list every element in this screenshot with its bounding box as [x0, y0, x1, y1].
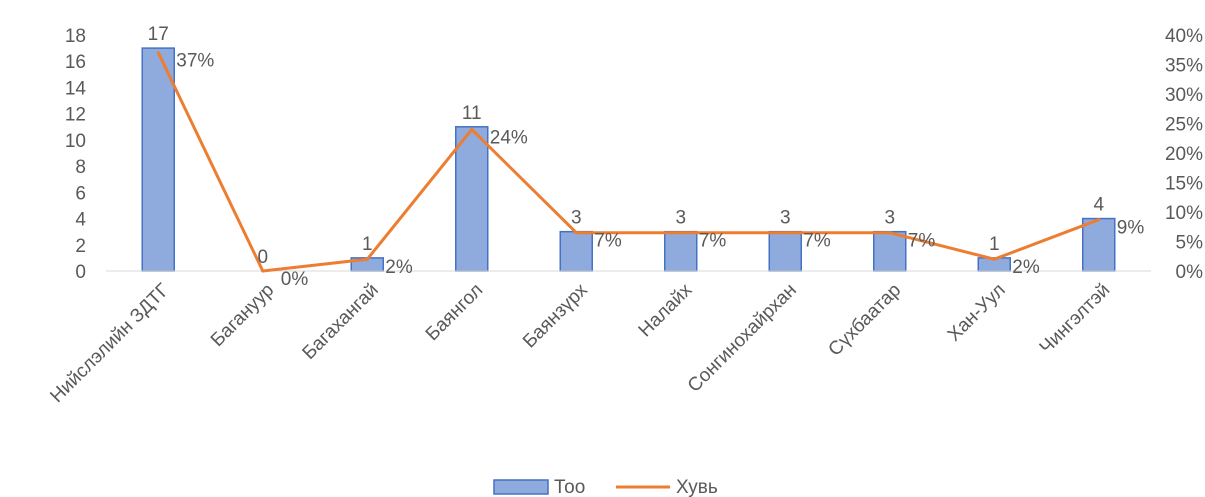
line-data-label: 7%: [594, 231, 622, 252]
bar-data-label: 11: [462, 103, 482, 124]
line-point: [992, 257, 996, 261]
line-point: [574, 231, 578, 235]
bar-series: [141, 47, 1116, 272]
bar: [455, 126, 489, 272]
line-point: [470, 127, 474, 131]
category-label: Баянгол: [422, 280, 487, 345]
category-label: Сүхбаатар: [824, 280, 905, 361]
line-data-label: 2%: [385, 257, 413, 278]
bar-data-label: 17: [148, 24, 169, 45]
line-data-label: 7%: [699, 231, 727, 252]
left-tick-label: 10: [65, 131, 86, 152]
line-data-label: 7%: [803, 231, 831, 252]
line-data-label: 0%: [281, 269, 309, 290]
category-label: Хан-Уул: [944, 280, 1010, 346]
line-series: [156, 51, 1101, 273]
left-tick-label: 6: [75, 183, 86, 204]
bar-data-label: 3: [884, 208, 895, 229]
left-tick-label: 8: [75, 157, 86, 178]
legend-line-label: Хувь: [676, 477, 718, 497]
line-data-label: 9%: [1117, 218, 1145, 239]
line-data-label: 7%: [908, 231, 936, 252]
line-data-label: 24%: [490, 127, 528, 148]
bar-data-label: 3: [571, 208, 582, 229]
line-path: [156, 52, 1100, 273]
left-tick-label: 2: [75, 236, 86, 257]
line-data-label: 2%: [1012, 257, 1040, 278]
line-point: [365, 257, 369, 261]
right-tick-label: 5%: [1176, 233, 1204, 254]
line-point: [679, 231, 683, 235]
right-tick-label: 40%: [1165, 26, 1203, 47]
line-point: [888, 231, 892, 235]
bar: [559, 230, 593, 272]
right-tick-label: 15%: [1165, 174, 1203, 195]
line-point: [261, 269, 265, 273]
bar: [141, 47, 175, 272]
category-label: Багануур: [207, 280, 278, 351]
right-tick-label: 30%: [1165, 85, 1203, 106]
legend: Тоо Хувь: [493, 477, 718, 497]
legend-bar-label: Тоо: [554, 477, 585, 497]
category-label: Багахангай: [299, 280, 383, 364]
left-axis-ticks: 0 2 4 6 8 10 12 14 16 18: [65, 26, 87, 283]
right-axis-ticks: 0% 5% 10% 15% 20% 25% 30% 35% 40%: [1165, 26, 1203, 283]
right-tick-label: 20%: [1165, 144, 1203, 165]
category-label: Нийслэлийн ЗДТГ: [46, 280, 173, 407]
line-data-labels: 37% 0% 2% 24% 7% 7% 7% 7% 2% 9%: [176, 51, 1144, 290]
bar: [873, 230, 907, 272]
left-tick-label: 14: [65, 78, 87, 99]
right-tick-label: 10%: [1165, 203, 1203, 224]
left-tick-label: 18: [65, 26, 86, 47]
category-label: Чингэлтэй: [1036, 280, 1115, 359]
left-tick-label: 16: [65, 52, 86, 73]
right-tick-label: 25%: [1165, 115, 1203, 136]
bar: [768, 230, 802, 272]
bar-data-label: 1: [989, 234, 1000, 255]
right-tick-label: 0%: [1176, 262, 1204, 283]
bar: [1082, 217, 1116, 272]
right-tick-label: 35%: [1165, 56, 1203, 77]
bar-data-label: 3: [780, 208, 791, 229]
bar-data-label: 3: [675, 208, 686, 229]
line-point: [1097, 218, 1101, 222]
legend-bar-swatch: [493, 479, 549, 495]
left-tick-label: 12: [65, 105, 86, 126]
bar-data-label: 4: [1093, 195, 1104, 216]
left-tick-label: 4: [75, 210, 86, 231]
category-labels: Нийслэлийн ЗДТГ Багануур Багахангай Баянгол…: [46, 279, 1114, 407]
bar: [664, 230, 698, 272]
line-point: [783, 231, 787, 235]
line-point: [156, 51, 160, 55]
category-label: Налайх: [635, 279, 697, 341]
bar-data-label: 0: [257, 247, 268, 268]
category-label: Баянзүрх: [519, 279, 592, 352]
bar-data-label: 1: [362, 234, 373, 255]
left-tick-label: 0: [75, 262, 86, 283]
category-label: Сонгинохайрхан: [684, 280, 801, 397]
line-data-label: 37%: [176, 51, 214, 72]
